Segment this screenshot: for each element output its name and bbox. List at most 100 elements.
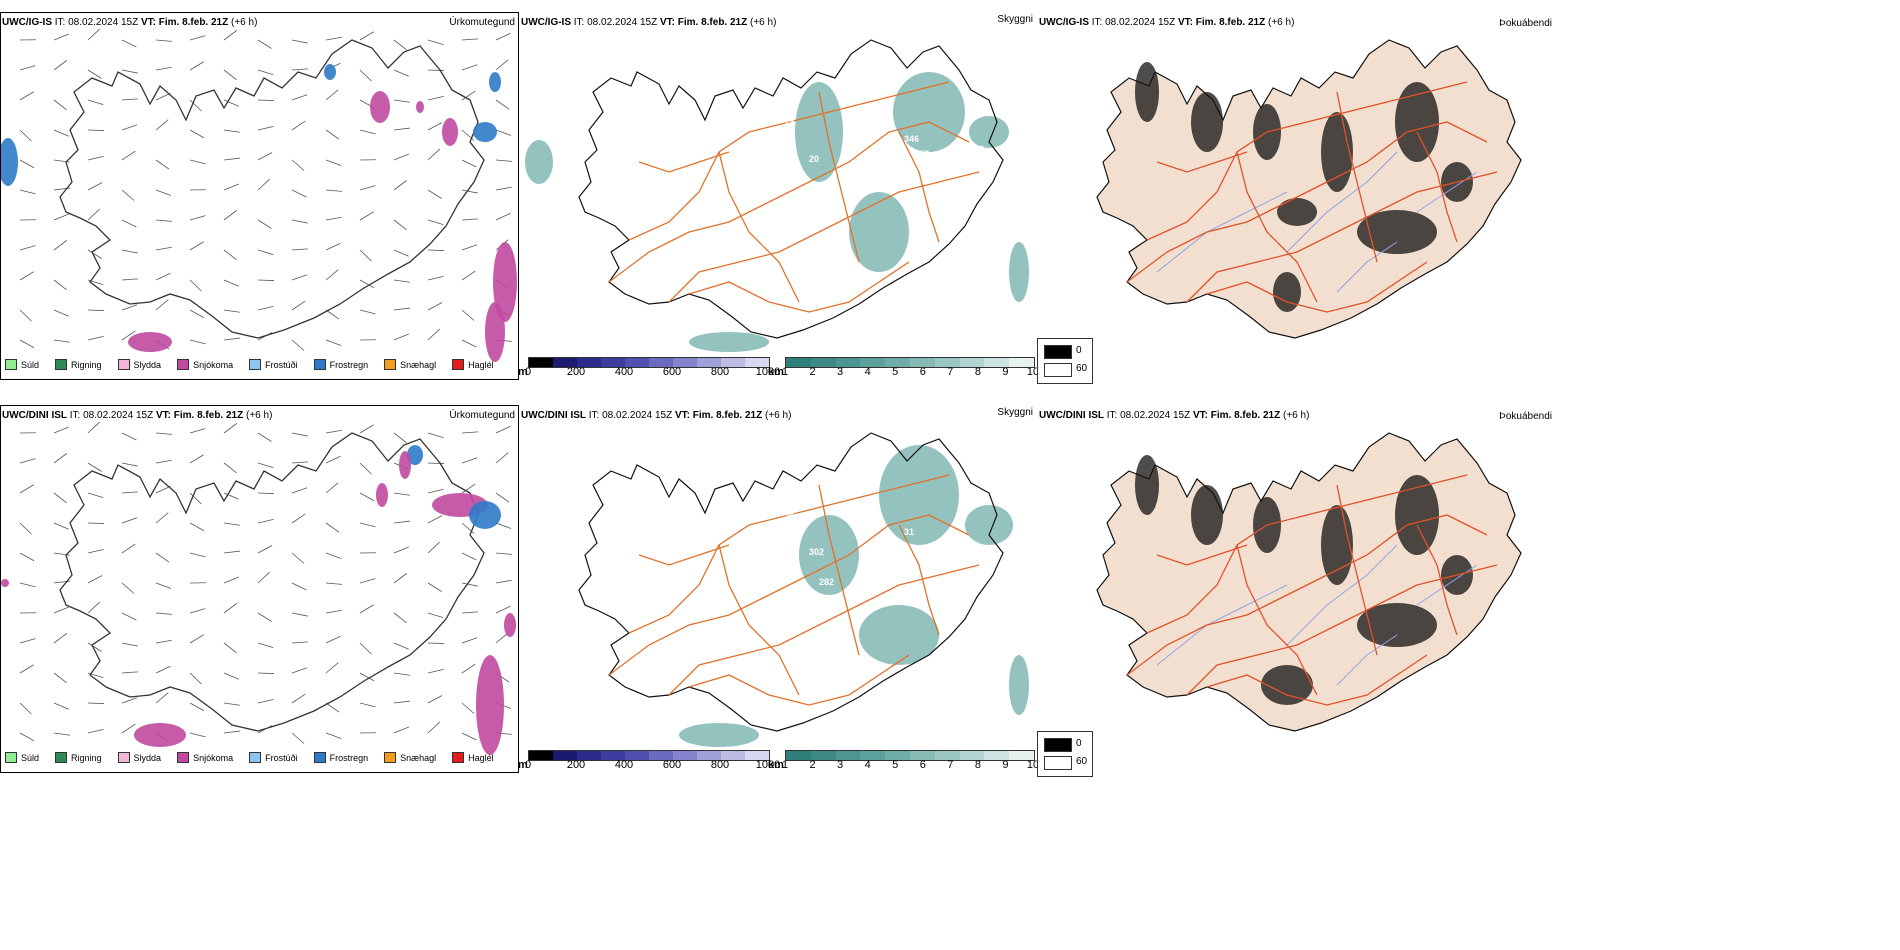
- ceiling-value-label: 636: [874, 577, 889, 587]
- colorbar-segment: [553, 751, 577, 760]
- legend-label: Súld: [21, 752, 40, 763]
- legend-item: Frostúði: [249, 752, 298, 763]
- colorbar-tick-label: 8: [974, 366, 981, 378]
- legend-label: Súld: [21, 359, 40, 370]
- colorbar-segment: [721, 751, 745, 760]
- colorbar-segment: [673, 751, 697, 760]
- panel-title: UWC/DINI ISL IT: 08.02.2024 15Z VT: Fim.…: [1039, 410, 1310, 421]
- panel-title: UWC/DINI ISL IT: 08.02.2024 15Z VT: Fim.…: [521, 410, 792, 421]
- ceiling-map-bottom: 256 302 195 282 75 667 636 31: [578, 432, 1029, 747]
- precip-panel-top: UWC/IG-IS IT: 08.02.2024 15Z VT: Fim. 8.…: [0, 12, 519, 380]
- colorbar-segment: [786, 358, 811, 367]
- colorbar-segment: [625, 358, 649, 367]
- colorbar-segment: [909, 751, 935, 760]
- panel-label-precip-type: Úrkomutegund: [449, 410, 515, 421]
- colorbar-segment: [934, 751, 960, 760]
- colorbar-segment: [860, 358, 886, 367]
- legend-item: Snjókoma: [177, 359, 233, 370]
- legend-swatch: [452, 752, 465, 763]
- ceiling-value-label: 667: [864, 557, 879, 567]
- panel-label-visibility: Skyggni: [997, 407, 1033, 418]
- legend-swatch: [249, 752, 262, 763]
- colorbar-tick-label: 5: [892, 759, 899, 771]
- precip-map-top: [0, 28, 517, 362]
- legend-swatch: [117, 359, 130, 370]
- ceiling-colorbar-top: [528, 357, 770, 368]
- colorbar-segment: [786, 751, 811, 760]
- ceiling-value-label: 82: [974, 144, 984, 154]
- legend-item: Frostregn: [313, 359, 369, 370]
- visibility-colorbar-bottom: [785, 750, 1035, 761]
- colorbar-segment: [860, 751, 886, 760]
- legend-item: Súld: [5, 359, 39, 370]
- fog-panel-top: UWC/IG-IS IT: 08.02.2024 15Z VT: Fim. 8.…: [1037, 12, 1556, 380]
- legend-item: Snæhagl: [384, 359, 436, 370]
- legend-item: Rigning: [55, 752, 102, 763]
- colorbar-tick-label: 9: [1002, 759, 1009, 771]
- colorbar-segment: [934, 358, 960, 367]
- legend-label: Frostregn: [329, 752, 369, 763]
- colorbar-segment: [835, 358, 861, 367]
- legend-swatch: [313, 752, 326, 763]
- ceiling-map-top: 17 20 56 964 228 934 341 346 717 82 50: [525, 39, 1029, 352]
- legend-label: Snæhagl: [400, 359, 437, 370]
- colorbar-segment: [553, 358, 577, 367]
- colorbar-segment: [745, 751, 769, 760]
- colorbar-tick-label: 7: [947, 366, 954, 378]
- ceiling-colorbar-bottom: [528, 750, 770, 761]
- colorbar-segment: [649, 751, 673, 760]
- legend-label: Haglél: [468, 359, 494, 370]
- ceiling-value-label: 56: [769, 174, 779, 184]
- legend-label: Slydda: [133, 752, 162, 763]
- legend-swatch: [177, 359, 190, 370]
- colorbar-tick-label: 2: [809, 759, 816, 771]
- fog-scale-bottom: 0 60: [1037, 731, 1093, 777]
- legend-swatch: [117, 752, 130, 763]
- legend-label: Snæhagl: [400, 752, 437, 763]
- colorbar-tick-label: 200: [566, 366, 586, 378]
- colorbar-segment: [721, 358, 745, 367]
- legend-swatch: [384, 752, 397, 763]
- visibility-unit-bottom: km: [768, 759, 784, 771]
- precip-map-bottom: [1, 421, 516, 755]
- visibility-colorbar-top: [785, 357, 1035, 368]
- colorbar-segment: [1009, 358, 1034, 367]
- panel-title: UWC/IG-IS IT: 08.02.2024 15Z VT: Fim. 8.…: [2, 17, 258, 28]
- colorbar-segment: [909, 358, 935, 367]
- legend-item: Frostregn: [313, 752, 369, 763]
- colorbar-tick-label: 5: [892, 366, 899, 378]
- legend-item: Snjókoma: [177, 752, 233, 763]
- legend-swatch: [55, 359, 68, 370]
- colorbar-segment: [959, 358, 985, 367]
- legend-label: Frostúði: [265, 359, 298, 370]
- legend-swatch: [452, 359, 465, 370]
- colorbar-segment: [885, 751, 910, 760]
- colorbar-tick-label: 6: [919, 366, 926, 378]
- legend-swatch: [384, 359, 397, 370]
- legend-item: Haglél: [452, 752, 494, 763]
- colorbar-segment: [625, 751, 649, 760]
- precip-panel-bottom: UWC/DINI ISL IT: 08.02.2024 15Z VT: Fim.…: [0, 405, 519, 773]
- colorbar-segment: [601, 358, 625, 367]
- colorbar-tick-label: 1: [781, 366, 789, 378]
- legend-item: Rigning: [55, 359, 102, 370]
- colorbar-tick-label: 2: [809, 366, 816, 378]
- colorbar-segment: [984, 358, 1010, 367]
- legend-swatch: [177, 752, 190, 763]
- legend-swatch: [5, 359, 17, 370]
- ceiling-value-label: 50: [939, 264, 949, 274]
- panel-label-fog-indicator: Þokuábendi: [1499, 411, 1552, 422]
- colorbar-segment: [577, 358, 601, 367]
- colorbar-tick-label: 400: [614, 366, 634, 378]
- legend-label: Frostregn: [329, 359, 369, 370]
- legend-item: Súld: [5, 752, 39, 763]
- ceiling-value-label: 302: [809, 547, 824, 557]
- colorbar-tick-label: 1000: [755, 759, 781, 771]
- colorbar-tick-label: 10: [1026, 366, 1040, 378]
- ceiling-panel-top: 17 20 56 964 228 934 341 346 717 82 50 UWC/IG-IS I…: [519, 12, 1037, 380]
- legend-item: Slydda: [117, 359, 161, 370]
- precip-type-legend: Súld Rigning Slydda Snjókoma Frostúði Frostre…: [5, 359, 494, 370]
- colorbar-tick-label: 10: [1026, 759, 1040, 771]
- ceiling-value-label: 20: [809, 154, 819, 164]
- panel-title: UWC/IG-IS IT: 08.02.2024 15Z VT: Fim. 8.…: [1039, 17, 1295, 28]
